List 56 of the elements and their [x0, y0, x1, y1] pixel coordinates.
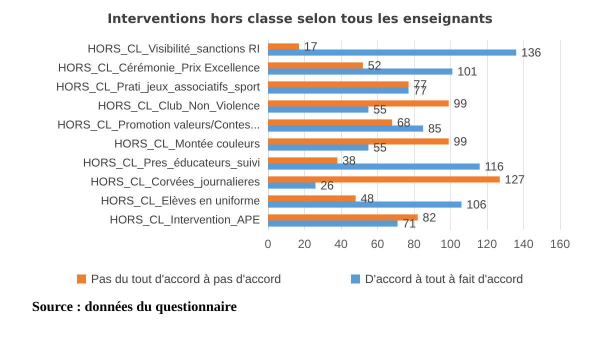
data-label: 85: [428, 122, 442, 136]
bar: [268, 43, 300, 50]
bar: [268, 176, 500, 182]
bar: [268, 220, 398, 227]
bar: [268, 202, 462, 208]
data-label: 106: [466, 198, 487, 212]
bar: [268, 138, 449, 144]
bar: [268, 100, 449, 106]
bar: [268, 214, 418, 220]
x-tick-label: 20: [298, 237, 312, 251]
bar: [268, 88, 409, 94]
y-tick-label: HORS_CL_Montée couleurs: [114, 138, 260, 150]
data-label: 101: [457, 64, 478, 79]
bar: [268, 81, 409, 88]
source-note: Source : données du questionnaire: [32, 300, 237, 316]
y-tick-label: HORS_CL_Cérémonie_Prix Excellence: [58, 62, 260, 74]
data-label: 116: [484, 160, 504, 174]
data-label: 99: [454, 134, 468, 148]
x-tick-label: 40: [334, 237, 348, 251]
y-tick-label: HORS_CL_Club_Non_Violence: [98, 100, 260, 112]
legend-label: D'accord à tout à fait d'accord: [365, 272, 524, 286]
y-tick-label: HORS_CL_Corvées_journalieres: [90, 176, 260, 188]
bar: [268, 68, 452, 75]
bar: [268, 144, 368, 151]
x-tick-label: 60: [370, 237, 384, 251]
data-label: 127: [504, 172, 526, 186]
data-label: 99: [454, 96, 468, 110]
bar: [268, 164, 480, 170]
x-tick-label: 140: [513, 237, 534, 251]
y-tick-label: HORS_CL_Pres_éducateurs_suivi: [82, 158, 260, 170]
bar: [268, 195, 356, 202]
bar: [268, 157, 338, 164]
bar: [268, 126, 424, 132]
x-tick-label: 120: [476, 237, 498, 251]
x-tick-label: 100: [440, 237, 461, 251]
data-label: 55: [373, 102, 388, 117]
data-label: 55: [373, 140, 388, 155]
data-label: 71: [402, 216, 416, 231]
bar: [268, 50, 516, 56]
data-label: 82: [422, 210, 436, 224]
bar: [268, 106, 368, 113]
data-label: 136: [521, 46, 542, 60]
chart-title: Interventions hors classe selon tous les enseignants: [107, 12, 493, 27]
x-tick-label: 80: [407, 237, 421, 251]
bar: [268, 182, 316, 189]
y-tick-label: HORS_CL_Elèves en uniforme: [100, 196, 260, 208]
y-tick-label: HORS_CL_Intervention_APE: [110, 214, 260, 226]
y-tick-label: HORS_CL_Prati_jeux_associatifs_sport: [56, 82, 261, 94]
x-tick-label: 0: [264, 237, 272, 251]
data-label: 26: [320, 178, 334, 193]
bar: [268, 62, 363, 68]
y-tick-label: HORS_CL_Visibilité_sanctions RI: [88, 44, 260, 56]
legend-label: Pas du tout d'accord à pas d'accord: [90, 272, 282, 286]
x-tick-label: 160: [550, 237, 570, 251]
bar: [268, 119, 392, 126]
y-tick-label: HORS_CL_Promotion valeurs/Contes...: [57, 120, 260, 132]
